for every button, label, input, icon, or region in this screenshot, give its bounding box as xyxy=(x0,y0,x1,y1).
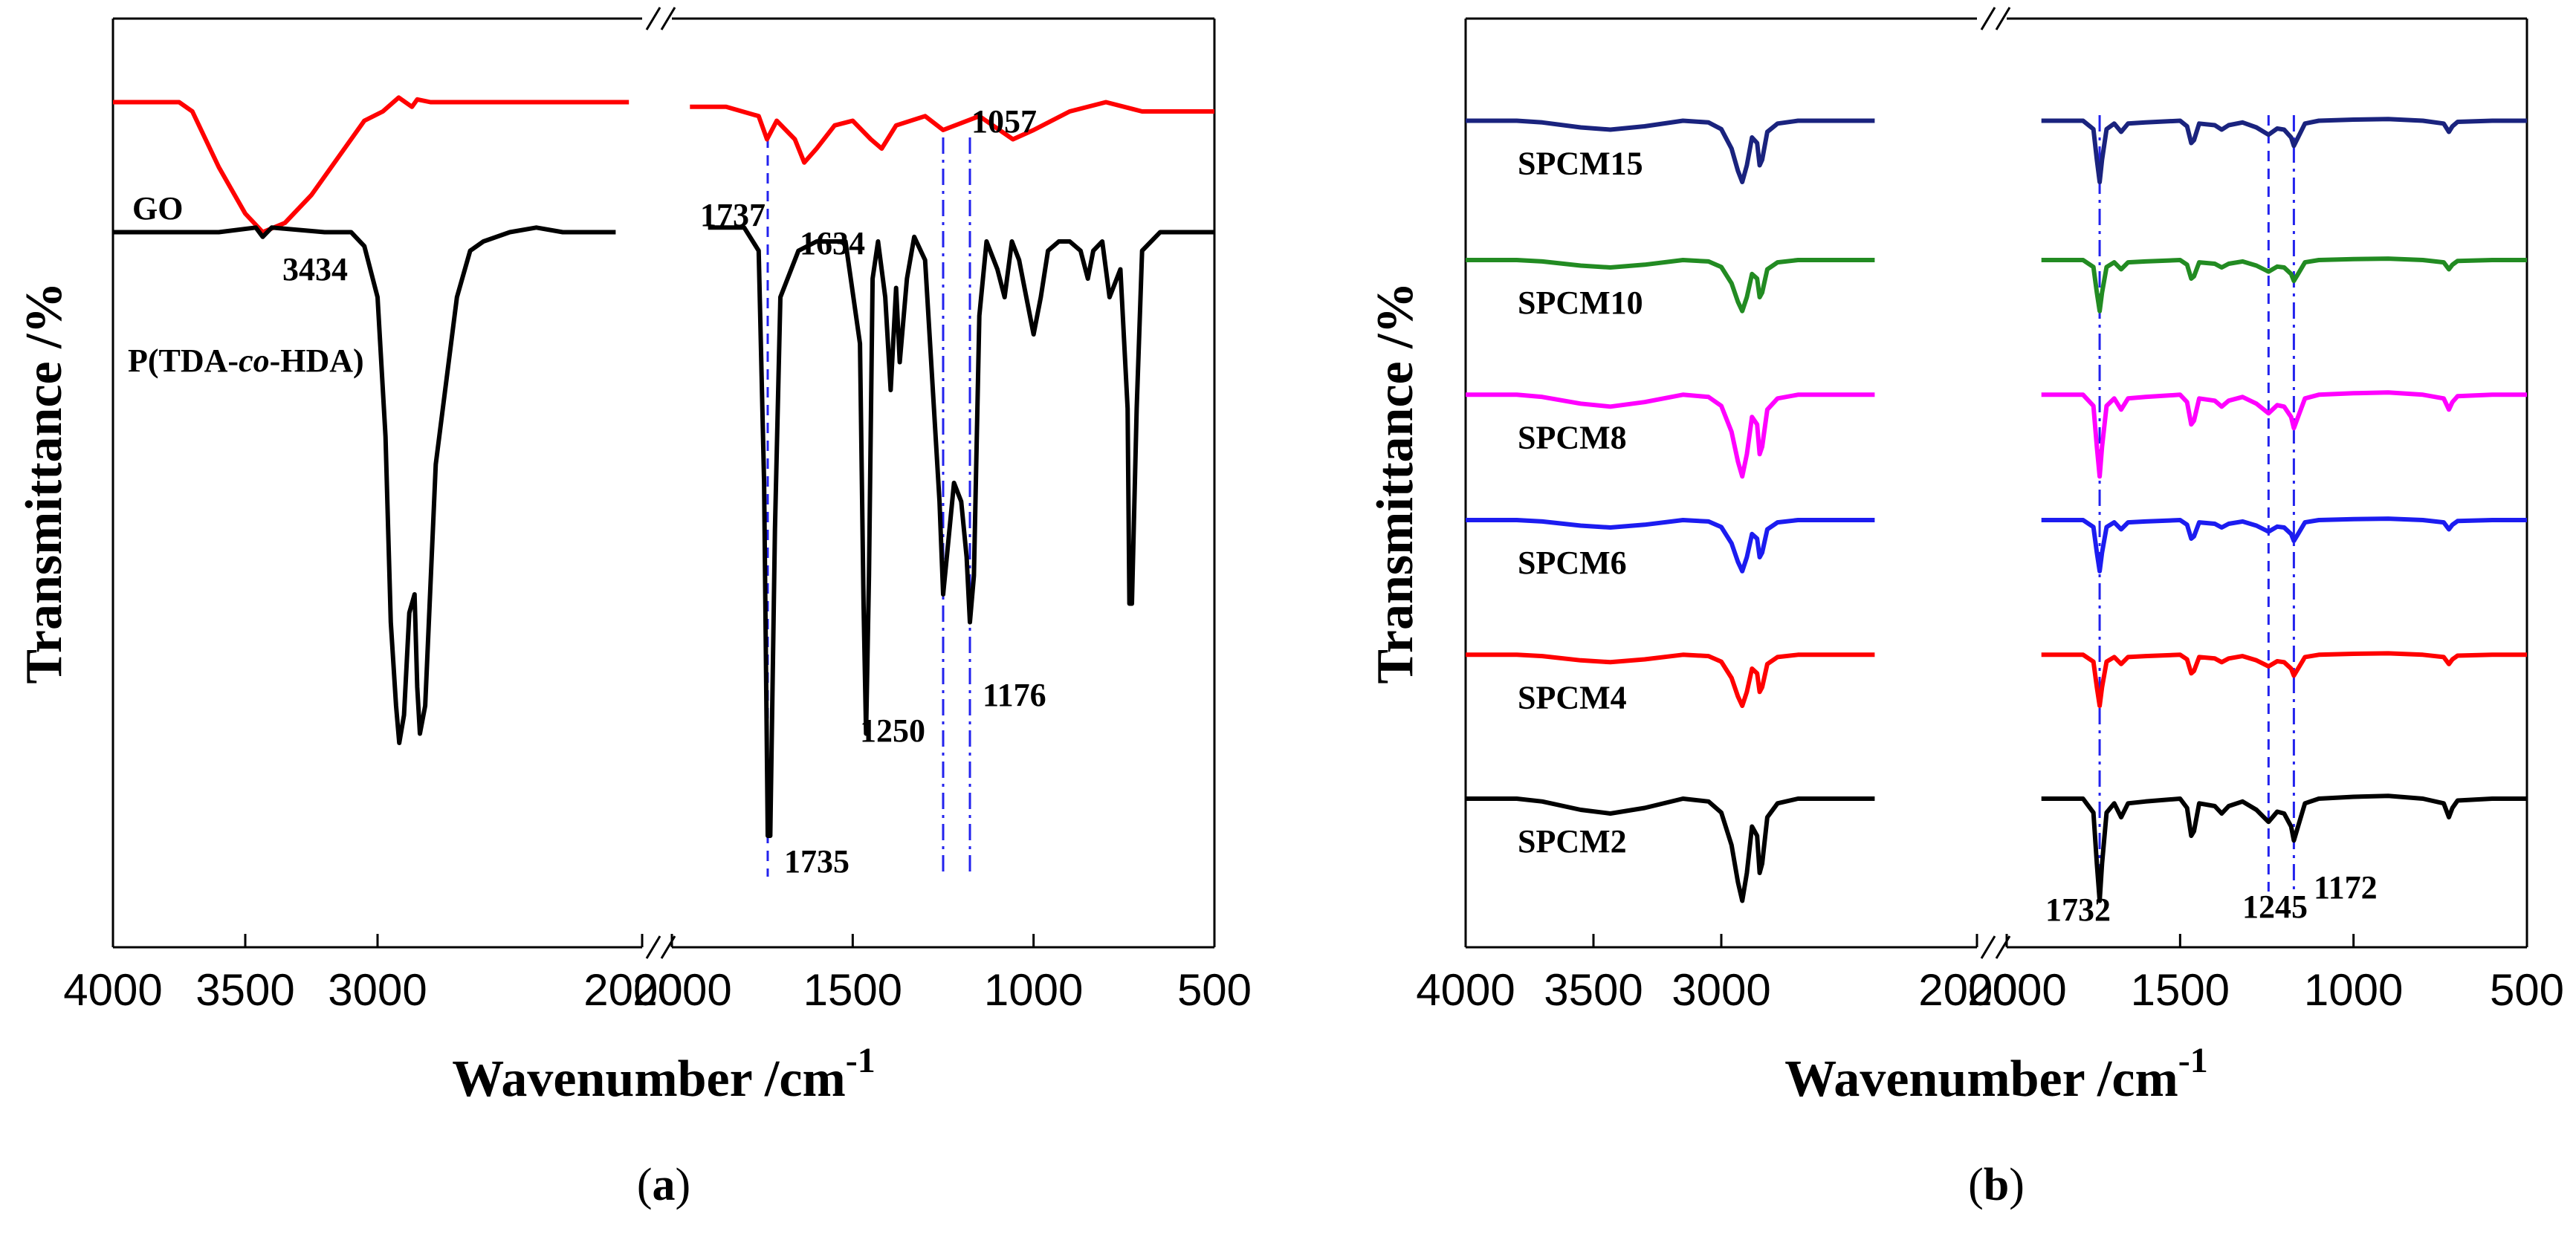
panel-b-series-spcm8-label: SPCM8 xyxy=(1518,419,1627,455)
panel-a-x-axis-title: Wavenumber /cm-1 xyxy=(452,1041,876,1108)
panel-b-series-spcm6-segment-1 xyxy=(2041,516,2527,574)
panel-a-peak-1634: 1634 xyxy=(800,225,865,262)
panel-b-caption: (b) xyxy=(1968,1160,2025,1210)
panel-b-series-spcm8 xyxy=(1466,390,2527,479)
panel-a-x-tick-label-1: 3500 xyxy=(195,965,294,1015)
panel-b-series-spcm2-segment-1 xyxy=(2041,793,2527,903)
panel-b-series-spcm6 xyxy=(1466,516,2527,574)
panel-a-x-tick-label-7: 500 xyxy=(1177,965,1252,1015)
panel-b-series-spcm6-label: SPCM6 xyxy=(1518,545,1627,581)
panel-a-peak-1735: 1735 xyxy=(784,843,850,880)
panel-b-series xyxy=(1466,117,2527,903)
panel-b-x-tick-label-3: 2000 xyxy=(1918,965,2017,1015)
panel-b-x-tick-label-2: 3000 xyxy=(1672,965,1770,1015)
panel-a-x-tick-label-2: 3000 xyxy=(328,965,427,1015)
panel-b-x-tick-label-5: 1500 xyxy=(2131,965,2230,1015)
panel-b-series-labels: SPCM15 SPCM10 SPCM8 SPCM6 SPCM4 SPCM2 xyxy=(1518,146,1643,860)
panel-b-x-tick-label-6: 1000 xyxy=(2304,965,2403,1015)
panel-a-y-axis-title: Transmittance /% xyxy=(16,282,73,684)
panel-b-series-spcm10-label: SPCM10 xyxy=(1518,285,1643,321)
panel-b-series-spcm10-segment-0 xyxy=(1466,258,1875,314)
panel-b-peak-1172: 1172 xyxy=(2314,869,2378,906)
panel-a-axis-break-top xyxy=(645,7,676,30)
panel-b-x-tick-label-1: 3500 xyxy=(1544,965,1643,1015)
panel-b-x-tick-label-7: 500 xyxy=(2490,965,2564,1015)
panel-b-x-tick-label-4: 2000 xyxy=(1967,965,2066,1015)
panel-a-x-tick-label-4: 2000 xyxy=(632,965,731,1015)
panel-b-series-spcm2-segment-0 xyxy=(1466,796,1875,903)
panel-a-peak-1250: 1250 xyxy=(860,712,925,749)
panel-a-series-go xyxy=(113,95,1214,235)
panel-b-series-spcm15-label: SPCM15 xyxy=(1518,146,1643,182)
panel-a-label-ptda: P(TDA-co-HDA) xyxy=(128,342,364,379)
panel-b-series-spcm2-label: SPCM2 xyxy=(1518,823,1627,860)
panel-b-peak-1732: 1732 xyxy=(2045,892,2111,928)
panel-b-series-spcm8-segment-0 xyxy=(1466,392,1875,479)
panel-b-peak-1245: 1245 xyxy=(2242,889,2308,925)
panel-a-series xyxy=(113,95,1214,838)
panel-a-peak-3434: 3434 xyxy=(282,251,348,288)
panel-a-series-p-tda-co-hda--segment-1 xyxy=(708,225,1214,838)
panel-a-x-tick-label-6: 1000 xyxy=(984,965,1083,1015)
panel-b-series-spcm15-segment-1 xyxy=(2041,117,2527,184)
panel-a-x-tick-label-5: 1500 xyxy=(803,965,902,1015)
panel-b-x-tick-label-0: 4000 xyxy=(1416,965,1515,1015)
panel-b-series-spcm4 xyxy=(1466,651,2527,708)
panel-b-series-spcm4-segment-1 xyxy=(2041,651,2527,708)
panel-a-x-tick-label-0: 4000 xyxy=(63,965,162,1015)
panel-a-peak-1737: 1737 xyxy=(700,197,766,233)
panel-b-series-spcm4-label: SPCM4 xyxy=(1518,679,1627,715)
panel-b-series-spcm8-segment-1 xyxy=(2041,390,2527,479)
panel-b-y-axis-title: Transmittance /% xyxy=(1367,282,1424,684)
panel-b-series-spcm15-segment-0 xyxy=(1466,118,1875,184)
panel-b-series-spcm2 xyxy=(1466,793,2527,903)
panel-b-series-spcm6-segment-0 xyxy=(1466,518,1875,574)
panel-a-series-go-segment-1 xyxy=(690,100,1214,165)
panel-b-x-axis-title: Wavenumber /cm-1 xyxy=(1784,1041,2208,1108)
panel-a-peak-1057: 1057 xyxy=(971,103,1037,140)
panel-b-series-spcm4-segment-0 xyxy=(1466,652,1875,708)
panel-b-series-spcm10 xyxy=(1466,256,2527,314)
panel-a-series-p-tda-co-hda--segment-0 xyxy=(113,225,616,745)
panel-b-series-spcm15 xyxy=(1466,117,2527,184)
panel-b-reference-lines xyxy=(2098,115,2295,892)
panel-a-x-tick-label-3: 2000 xyxy=(583,965,682,1015)
panel-b-axis-break-top xyxy=(1980,7,2011,30)
panel-a-series-p-tda-co-hda- xyxy=(113,225,1214,838)
panel-a-peak-1176: 1176 xyxy=(983,677,1046,713)
panel-a-label-go: GO xyxy=(132,190,183,227)
panel-a-caption: (a) xyxy=(637,1160,690,1210)
panel-b-series-spcm10-segment-1 xyxy=(2041,256,2527,314)
panel-a-series-go-segment-0 xyxy=(113,95,630,235)
